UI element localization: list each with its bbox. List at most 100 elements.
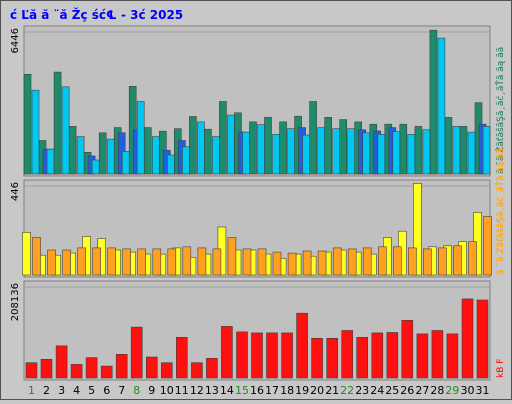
bar-2-2-14 (227, 237, 237, 276)
day-label-29: 29 (445, 384, 459, 397)
bar-1-1-20 (309, 101, 317, 175)
day-label-21: 21 (325, 384, 339, 397)
bar-1-1-27 (414, 126, 423, 175)
bar-1-1-6 (98, 132, 107, 175)
day-label-11: 11 (175, 384, 189, 397)
bar-2-2-24 (377, 246, 387, 276)
bar-1-3-26 (407, 134, 416, 175)
day-label-16: 16 (250, 384, 264, 397)
bar-1-3-30 (467, 131, 476, 175)
bar-3-1-3 (55, 345, 68, 379)
day-label-5: 5 (88, 384, 95, 397)
y-max-label: 6446 (10, 28, 21, 53)
bar-1-3-12 (197, 121, 205, 175)
bar-3-1-28 (431, 330, 444, 379)
day-label-6: 6 (103, 384, 110, 397)
bar-1-1-12 (189, 116, 197, 175)
day-label-1: 1 (28, 384, 35, 397)
bar-1-3-17 (272, 134, 280, 175)
bar-1-3-16 (257, 124, 265, 175)
bar-2-2-2 (47, 249, 56, 276)
bar-3-1-18 (281, 332, 293, 379)
day-label-26: 26 (400, 384, 414, 397)
bar-2-2-3 (62, 249, 71, 276)
bar-3-1-7 (115, 353, 128, 379)
bar-2-2-30 (468, 241, 477, 276)
day-label-31: 31 (476, 384, 490, 397)
day-label-8: 8 (133, 384, 140, 397)
day-label-4: 4 (73, 384, 80, 397)
bar-2-2-29 (453, 245, 462, 276)
bar-1-1-9 (144, 127, 152, 175)
bar-1-1-14 (219, 101, 227, 175)
day-label-25: 25 (385, 384, 399, 397)
bar-1-3-25 (392, 131, 401, 175)
day-label-27: 27 (415, 384, 429, 397)
day-label-17: 17 (265, 384, 279, 397)
bar-2-2-12 (197, 247, 207, 276)
bar-3-1-25 (386, 332, 399, 379)
bar-3-1-1 (25, 362, 38, 379)
bar-3-1-14 (221, 326, 233, 379)
bar-2-2-21 (332, 247, 342, 276)
bar-1-1-1 (23, 74, 32, 175)
bar-3-1-29 (446, 333, 459, 379)
bar-2-2-26 (407, 247, 417, 276)
bar-1-3-8 (136, 101, 145, 175)
bar-2-2-25 (392, 246, 402, 276)
y-max-label: 446 (10, 182, 21, 201)
day-label-10: 10 (160, 384, 174, 397)
bar-1-3-1 (31, 89, 40, 175)
bar-1-3-28 (437, 37, 446, 175)
bar-1-3-31 (482, 126, 491, 175)
bar-3-1-11 (176, 336, 188, 379)
legend-text: ă ˘ă ŻăťăšăŞă¸ăć¸ăŤă ăą ăă (495, 47, 506, 174)
chart-panel-3: 208136 kB F (10, 280, 506, 381)
bar-3-1-2 (40, 358, 53, 379)
bar-1-3-22 (347, 128, 356, 175)
bar-1-1-13 (204, 128, 212, 175)
bar-1-3-15 (242, 131, 250, 175)
day-label-24: 24 (370, 384, 384, 397)
bar-3-1-24 (371, 332, 384, 379)
bar-1-3-9 (152, 136, 160, 175)
bar-2-2-20 (317, 250, 327, 276)
bar-1-1-22 (339, 119, 348, 175)
bar-3-1-23 (356, 336, 369, 379)
bar-2-2-5 (92, 247, 101, 276)
day-label-18: 18 (280, 384, 294, 397)
bar-3-1-19 (296, 312, 308, 379)
legend-text: ă ˘ă ŻăťăšăŞă¸ăć¸ăŤă ăą ăă (495, 148, 506, 275)
bar-1-3-29 (452, 126, 461, 175)
bar-3-1-26 (401, 319, 414, 379)
bar-2-2-17 (272, 251, 282, 276)
bar-3-1-8 (130, 326, 143, 379)
bar-2-2-22 (347, 248, 357, 276)
bar-1-3-19 (302, 134, 310, 175)
bar-2-2-19 (302, 250, 312, 276)
chart-panel-2: 446 ă ˘ă ŻăťăšăŞă¸ăć¸ăŤă ăą ăă (10, 148, 506, 278)
bar-1-3-13 (212, 136, 220, 175)
bar-1-3-6 (106, 138, 115, 175)
day-label-12: 12 (190, 384, 204, 397)
bar-3-1-6 (100, 365, 113, 379)
chart-title: ć Ľă ă ¨ă Žç ść℄ - 3ć 2025 (10, 7, 183, 22)
bar-1-3-20 (317, 127, 325, 175)
day-label-15: 15 (235, 384, 249, 397)
bar-3-1-4 (70, 364, 83, 379)
day-label-20: 20 (310, 384, 324, 397)
bar-3-1-21 (326, 337, 339, 379)
bar-2-2-8 (137, 248, 146, 276)
bar-2-2-27 (423, 248, 432, 276)
bar-2-2-9 (152, 248, 162, 276)
day-label-3: 3 (58, 384, 65, 397)
bar-1-3-2 (46, 148, 55, 175)
bar-3-1-15 (236, 331, 248, 379)
bar-1-1-4 (68, 126, 77, 175)
bar-2-1-27 (413, 183, 422, 276)
bar-1-1-17 (264, 117, 272, 175)
day-label-9: 9 (148, 384, 155, 397)
day-label-22: 22 (340, 384, 354, 397)
